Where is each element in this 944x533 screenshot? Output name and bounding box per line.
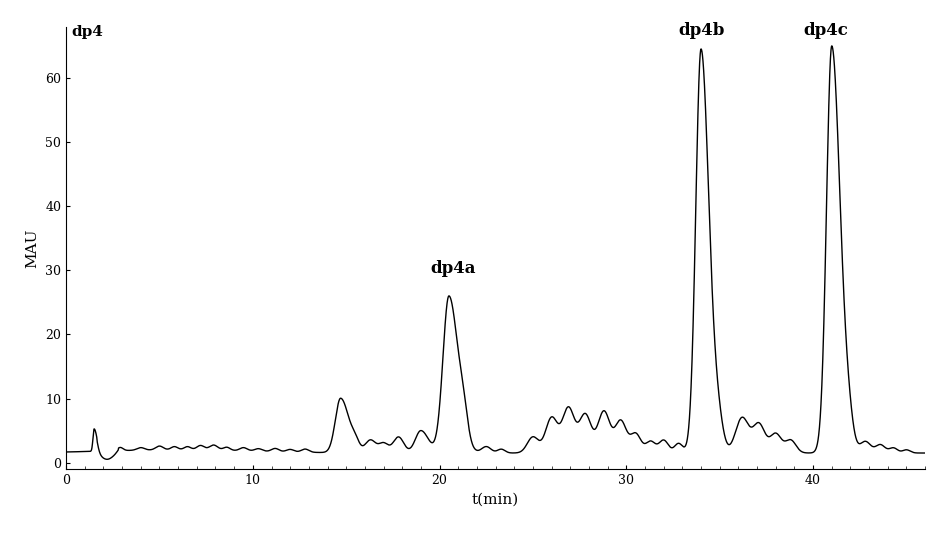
Text: dp4b: dp4b (679, 22, 725, 39)
X-axis label: t(min): t(min) (472, 492, 519, 506)
Text: dp4c: dp4c (803, 22, 849, 39)
Text: dp4: dp4 (72, 26, 104, 39)
Text: dp4a: dp4a (430, 260, 476, 277)
Y-axis label: MAU: MAU (25, 228, 40, 268)
